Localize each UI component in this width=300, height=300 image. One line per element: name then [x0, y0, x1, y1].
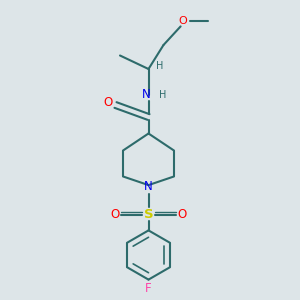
- Text: N: N: [144, 180, 153, 193]
- Text: O: O: [178, 16, 188, 26]
- Text: S: S: [144, 208, 153, 221]
- Text: H: H: [156, 61, 164, 71]
- Text: O: O: [110, 208, 119, 221]
- Text: O: O: [178, 208, 187, 221]
- Text: F: F: [145, 281, 152, 295]
- Text: H: H: [159, 89, 167, 100]
- Text: O: O: [103, 96, 112, 110]
- Text: N: N: [142, 88, 151, 101]
